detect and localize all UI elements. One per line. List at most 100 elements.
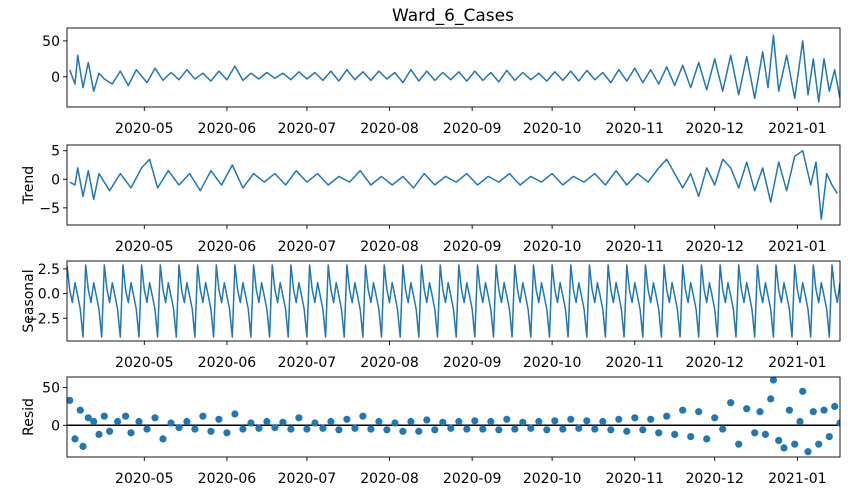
resid-point: [463, 425, 471, 433]
resid-point: [343, 415, 351, 423]
resid-point: [583, 417, 591, 425]
x-tick-label: 2020-10: [523, 121, 582, 137]
y-tick-label: 50: [42, 381, 60, 397]
x-tick-label: 2020-05: [115, 239, 174, 255]
resid-point: [780, 444, 788, 452]
y-tick-label: −2.5: [26, 311, 60, 327]
resid-point: [799, 387, 807, 395]
resid-point: [106, 427, 114, 435]
resid-point: [831, 402, 839, 410]
resid-point: [367, 425, 375, 433]
resid-point: [114, 417, 122, 426]
x-tick-label: 2020-08: [360, 239, 419, 255]
y-tick-label: 50: [42, 34, 60, 50]
resid-point: [255, 424, 263, 432]
resid-point: [319, 424, 327, 432]
resid-point: [271, 424, 279, 432]
x-tick-label: 2020-07: [278, 121, 337, 137]
resid-point: [143, 425, 151, 433]
resid-point: [743, 405, 751, 413]
resid-point: [71, 435, 79, 443]
y-tick-label: 0: [51, 418, 60, 434]
resid-point: [719, 425, 727, 433]
resid-point: [295, 414, 303, 422]
x-tick-label: 2020-06: [198, 121, 257, 137]
resid-point: [551, 417, 559, 425]
panel-resid: 0 50 Resid 2020-05 2020-06 2020-07 2020-08 2020…: [21, 376, 841, 487]
x-tick-label: 2020-09: [443, 471, 502, 487]
x-tick-label: 2020-05: [115, 471, 174, 487]
trend-series-line: [69, 149, 838, 221]
resid-point: [825, 433, 833, 441]
x-tick-label: 2020-05: [115, 355, 174, 371]
resid-point: [95, 430, 103, 438]
resid-point: [599, 417, 607, 426]
resid-point: [135, 417, 143, 426]
x-tick-label: 2020-05: [115, 121, 174, 137]
resid-point: [167, 419, 175, 427]
resid-point: [423, 416, 431, 424]
x-tick-label: 2020-12: [685, 121, 744, 137]
resid-point: [735, 440, 743, 448]
x-tick-label: 2020-09: [443, 355, 502, 371]
y-tick-label: 5: [51, 144, 60, 160]
x-tick-label: 2021-01: [768, 239, 827, 255]
resid-point: [191, 425, 199, 433]
resid-point: [287, 425, 295, 433]
resid-point: [767, 395, 775, 403]
resid-point: [623, 427, 631, 435]
resid-point: [311, 419, 319, 427]
panel-observed-frame: [66, 27, 841, 108]
y-axis-label: Seasonal: [21, 269, 37, 332]
x-tick-label: 2021-01: [768, 355, 827, 371]
resid-point: [327, 417, 335, 426]
panel-trend: −5 0 5 Trend 2020-05 2020-06 2020-07 2020-08 202…: [21, 144, 841, 255]
y-axis-label: Resid: [21, 398, 37, 436]
x-tick-label: 2020-09: [443, 121, 502, 137]
resid-point: [535, 417, 543, 426]
resid-point: [785, 406, 794, 414]
x-tick-label: 2020-12: [685, 239, 744, 255]
x-tick-label: 2020-11: [606, 121, 665, 137]
resid-point: [615, 415, 623, 423]
x-tick-label: 2020-11: [606, 471, 665, 487]
y-axis-label: Trend: [21, 166, 37, 205]
resid-point: [756, 408, 764, 416]
resid-point: [127, 429, 135, 437]
x-tick-label: 2020-07: [278, 471, 337, 487]
resid-point: [527, 424, 535, 432]
resid-point: [495, 426, 503, 434]
resid-point: [796, 417, 804, 426]
resid-point: [391, 419, 399, 427]
resid-point: [76, 406, 84, 414]
resid-point: [67, 396, 74, 404]
resid-point: [639, 426, 647, 434]
resid-point: [231, 410, 239, 418]
panel-observed-data: [68, 34, 840, 103]
resid-point: [631, 414, 639, 422]
resid-point: [263, 417, 271, 426]
resid-point: [679, 406, 687, 414]
y-tick-label: 0: [51, 70, 60, 86]
resid-point: [399, 427, 407, 435]
resid-point: [607, 426, 615, 434]
resid-point: [647, 415, 655, 423]
resid-point: [671, 430, 679, 438]
resid-point: [359, 412, 367, 420]
resid-point: [100, 412, 108, 420]
resid-point: [207, 427, 215, 435]
x-tick-label: 2020-09: [443, 239, 502, 255]
resid-point: [84, 414, 92, 422]
resid-point: [415, 427, 423, 435]
x-tick-label: 2020-07: [278, 355, 337, 371]
panel-seasonal-frame: [66, 260, 841, 342]
resid-point: [687, 433, 695, 441]
resid-point: [804, 448, 812, 456]
resid-point: [559, 425, 567, 433]
y-tick-label: 2.5: [38, 262, 60, 278]
chart-title: Ward_6_Cases: [392, 6, 514, 26]
resid-point: [769, 377, 777, 384]
resid-point: [90, 417, 98, 426]
